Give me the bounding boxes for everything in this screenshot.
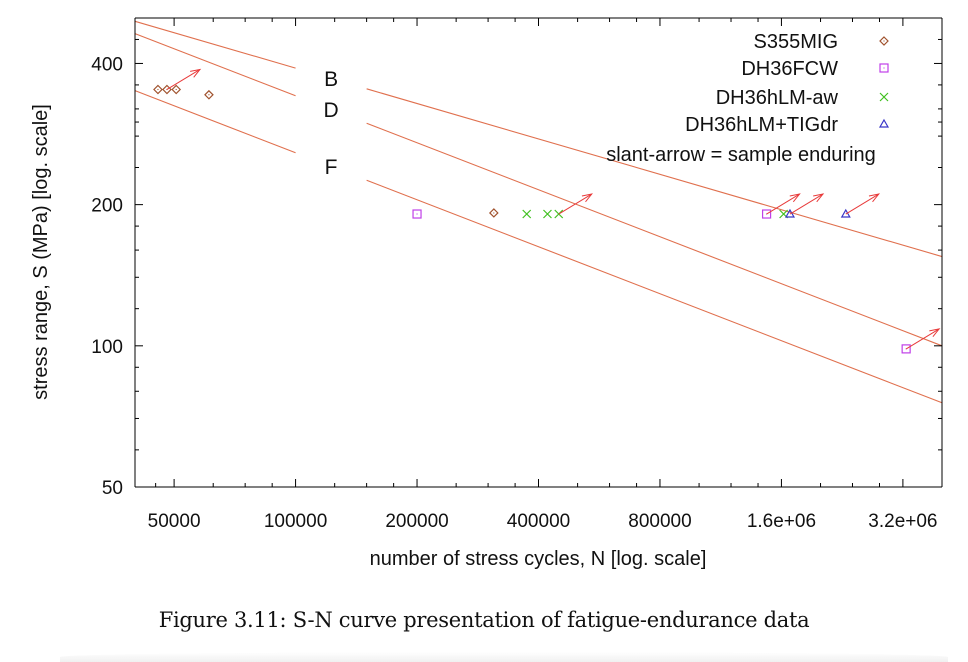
arrow-dh36hlm-tigdr <box>845 193 880 215</box>
legend-marker-dh36hlm-aw <box>879 92 889 102</box>
legend-label-dh36hlm-tigdr: DH36hLM+TIGdr <box>685 114 838 136</box>
legend-marker-s355mig <box>879 36 889 46</box>
arrow-dh36fcw <box>766 193 800 215</box>
y-tick-label: 50 <box>102 478 123 499</box>
legend-marker-dh36hlm-tigdr <box>878 118 890 128</box>
legend-note: slant-arrow = sample enduring <box>606 144 876 166</box>
legend-label-dh36hlm-aw: DH36hLM-aw <box>716 87 839 109</box>
curve-labels: BD F <box>324 68 339 179</box>
point-dh36hlm-tigdr <box>840 208 851 218</box>
point-dh36hlm-aw <box>554 209 564 219</box>
point-dh36fcw-dot <box>416 213 418 215</box>
data-points <box>153 84 911 354</box>
arrow-dh36fcw-head <box>929 328 941 338</box>
curve-label-D: D <box>324 99 339 122</box>
arrow-dh36hlm-tigdr <box>789 193 824 215</box>
arrow-dh36fcw <box>905 328 940 350</box>
arrow-dh36hlm-aw-head <box>581 193 593 203</box>
curve-D-segment <box>366 122 943 347</box>
curve-F-segment <box>134 90 296 154</box>
point-s355mig <box>171 84 182 95</box>
legend: S355MIG DH36FCW DH36hLM-aw DH36hLM+TIGdr sla… <box>606 31 890 166</box>
arrow-s355mig <box>166 69 201 90</box>
x-tick-label: 800000 <box>628 511 691 532</box>
y-tick-label: 400 <box>91 54 123 75</box>
point-s355mig <box>153 84 163 95</box>
page-shadow <box>60 652 948 662</box>
point-s355mig-dot <box>157 88 159 91</box>
point-s355mig-dot <box>175 88 177 91</box>
x-axis-label: number of stress cycles, N [log. scale] <box>370 548 707 570</box>
point-dh36hlm-aw <box>522 209 532 219</box>
curve-label-B: B <box>324 68 338 91</box>
arrow-s355mig-head <box>190 68 202 78</box>
sn-chart: BD F 50 100 200 400 50000 100000 200000 400000 80… <box>30 17 943 570</box>
legend-marker-dh36fcw-dot <box>883 67 885 69</box>
curve-F-segment <box>366 179 943 404</box>
x-tick-label: 50000 <box>148 511 201 532</box>
arrow-dh36hlm-tigdr-head <box>868 193 881 203</box>
arrow-dh36fcw-head <box>789 193 801 203</box>
point-s355mig <box>204 89 214 100</box>
x-tick-label: 100000 <box>264 511 327 532</box>
point-dh36fcw <box>901 344 911 354</box>
x-tick-label: 200000 <box>385 511 448 532</box>
point-s355mig-dot <box>208 94 210 96</box>
legend-label-s355mig: S355MIG <box>754 31 838 53</box>
legend-label-dh36fcw: DH36FCW <box>741 58 838 80</box>
curve-label-F: F <box>325 156 338 179</box>
design-curves <box>134 20 943 404</box>
point-dh36hlm-aw <box>543 209 552 219</box>
curve-B-segment <box>366 88 943 258</box>
legend-marker-dh36fcw <box>879 63 889 73</box>
point-s355mig-dot <box>493 212 495 214</box>
axes: 50 100 200 400 50000 100000 200000 400000 800000… <box>91 17 943 532</box>
legend-marker-s355mig-dot <box>883 40 885 42</box>
y-tick-label: 100 <box>91 337 123 358</box>
x-tick-label: 3.2e+06 <box>868 511 937 532</box>
x-tick-label: 400000 <box>507 511 570 532</box>
point-s355mig <box>488 208 499 218</box>
curve-D-segment <box>134 33 296 97</box>
point-dh36hlm-tigdr <box>784 208 796 218</box>
arrow-dh36hlm-tigdr-head <box>813 193 825 203</box>
x-tick-label: 1.6e+06 <box>747 511 816 532</box>
enduring-arrows <box>166 68 941 350</box>
point-dh36fcw <box>412 209 422 219</box>
y-tick-label: 200 <box>91 196 123 217</box>
figure-caption: Figure 3.11: S-N curve presentation of f… <box>158 608 810 632</box>
point-dh36fcw <box>761 209 772 219</box>
arrow-dh36hlm-aw <box>558 193 593 215</box>
curve-B-segment <box>134 20 296 69</box>
y-axis-label: stress range, S (MPa) [log. scale] <box>30 104 52 400</box>
